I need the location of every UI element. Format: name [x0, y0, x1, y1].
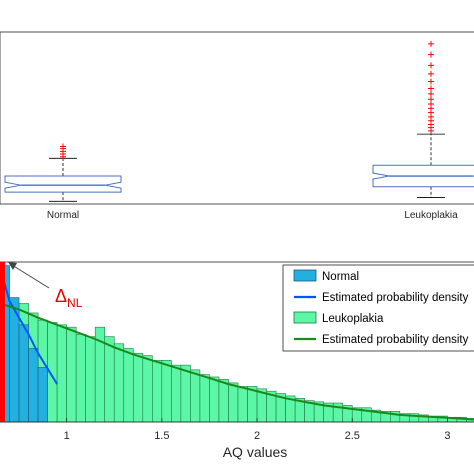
histogram-bar-leukoplakia [209, 376, 220, 423]
legend-label-leukoplakia-density: Estimated probability density [322, 334, 469, 346]
histogram-bar-leukoplakia [85, 336, 96, 423]
category-label-normal: Normal [47, 210, 79, 221]
histogram-bar-normal [37, 367, 48, 423]
delta-symbol: Δ [55, 286, 67, 306]
x-tick-label: 2 [254, 430, 260, 442]
boxplot-panel: Normal Leukoplakia [0, 31, 474, 221]
legend-label-normal-density: Estimated probability density [322, 292, 469, 304]
histogram-panel: 1 1.5 2 2.5 3 AQ values ΔNL Normal Estimated… [0, 261, 474, 460]
delta-subscript: NL [67, 296, 83, 310]
delta-nl-annotation: ΔNL [0, 262, 83, 422]
histogram-bar-leukoplakia [104, 336, 115, 423]
histogram-bar-leukoplakia [56, 324, 67, 423]
box-leukoplakia [372, 164, 474, 188]
histogram-bar-leukoplakia [152, 360, 163, 423]
histogram-axes-frame [0, 261, 474, 423]
legend-swatch-leukoplakia [293, 311, 317, 324]
x-tick-label: 1 [64, 430, 70, 442]
outlier-marker-leukoplakia [428, 40, 434, 47]
histogram-bar-leukoplakia [180, 364, 191, 423]
outlier-marker-normal [60, 143, 66, 150]
histogram-bar-leukoplakia [199, 374, 210, 423]
density-line-normal [0, 267, 58, 385]
histogram-bar-leukoplakia [113, 343, 125, 423]
histogram-bar-leukoplakia [171, 364, 182, 423]
histogram-bar-leukoplakia [237, 386, 248, 423]
outlier-marker-leukoplakia [428, 62, 434, 69]
histogram-bar-leukoplakia [228, 382, 239, 423]
histogram-bar-leukoplakia [123, 348, 134, 423]
outlier-marker-leukoplakia [428, 51, 434, 58]
delta-nl-arrow-line [11, 264, 50, 289]
x-tick-label: 3 [444, 430, 450, 442]
density-lines [0, 267, 474, 421]
boxplot-axes-frame [0, 31, 474, 205]
histogram-bar-leukoplakia [132, 352, 144, 423]
x-tick-label: 2.5 [345, 430, 360, 442]
histogram-bar-normal [28, 348, 39, 423]
histogram-bar-leukoplakia [66, 326, 77, 423]
histogram-bar-normal [18, 324, 29, 423]
histogram-bar-leukoplakia [190, 369, 201, 423]
delta-nl-marker-bar [0, 262, 5, 422]
legend-label-leukoplakia: Leukoplakia [322, 313, 384, 325]
outlier-marker-leukoplakia [428, 78, 434, 85]
histogram-bar-leukoplakia [218, 379, 229, 423]
legend-swatch-normal [293, 269, 317, 282]
boxplot-category-labels: Normal Leukoplakia [47, 210, 458, 221]
histogram-bar-leukoplakia [161, 360, 172, 423]
histogram-x-ticks: 1 1.5 2 2.5 3 [64, 418, 451, 442]
x-tick-label: 1.5 [154, 430, 169, 442]
boxplot-marks [4, 40, 474, 202]
category-label-leukoplakia: Leukoplakia [404, 210, 458, 221]
outlier-marker-leukoplakia [428, 90, 434, 97]
legend-label-normal: Normal [322, 271, 359, 283]
delta-nl-arrow-head [8, 262, 17, 270]
density-line-leukoplakia [0, 302, 474, 421]
histogram-bar-leukoplakia [142, 355, 153, 423]
outlier-marker-leukoplakia [428, 96, 434, 103]
outlier-marker-leukoplakia [428, 85, 434, 92]
delta-nl-label: ΔNL [55, 286, 83, 310]
histogram-bars [0, 265, 474, 423]
histogram-bar-leukoplakia [75, 333, 86, 423]
outlier-marker-leukoplakia [428, 70, 434, 77]
box-normal [4, 175, 122, 193]
histogram-x-axis-label: AQ values [223, 444, 288, 460]
legend: Normal Estimated probability density Leu… [282, 264, 474, 352]
